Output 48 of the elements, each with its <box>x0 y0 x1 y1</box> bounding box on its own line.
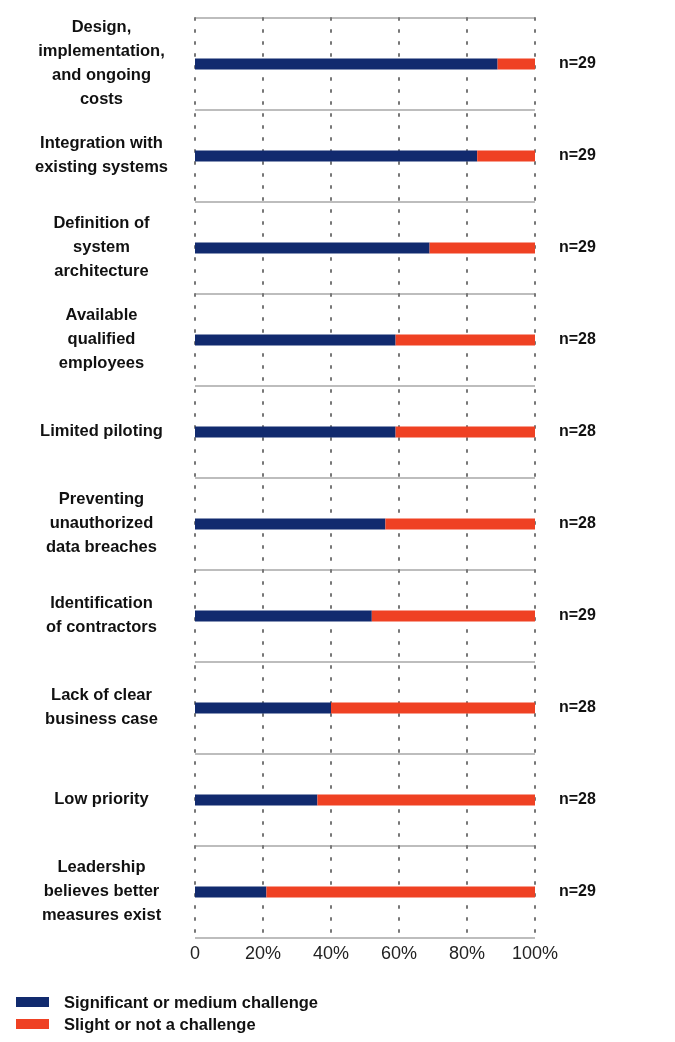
x-tick-label: 0 <box>189 942 201 963</box>
x-tick-label: 100% <box>511 942 559 963</box>
x-tick-label: 20% <box>244 942 282 963</box>
bar <box>195 426 396 438</box>
text: n=28 <box>559 514 597 532</box>
bar <box>195 886 267 898</box>
bar <box>385 518 535 530</box>
bar <box>195 518 386 530</box>
bar <box>477 150 535 162</box>
y-tick-label: Leadership believes better measures exist <box>41 857 162 924</box>
y-tick-label: Integration with existing systems <box>35 133 168 176</box>
y-tick-label: Limited piloting <box>40 421 163 440</box>
bar <box>429 242 535 254</box>
legend-label: Significant or medium challenge <box>64 992 318 1012</box>
legend-label: Slight or not a challenge <box>64 1014 256 1034</box>
y-tick-label: Low priority <box>54 789 150 808</box>
bar <box>195 242 430 254</box>
bar <box>195 610 372 622</box>
bar <box>195 702 331 714</box>
text: n=28 <box>559 330 597 348</box>
x-tick-label: 60% <box>380 942 418 963</box>
text: n=29 <box>559 606 597 624</box>
x-tick-label: 80% <box>448 942 486 963</box>
bar <box>195 150 478 162</box>
bar <box>195 58 498 70</box>
bar <box>395 334 535 346</box>
bar <box>395 426 535 438</box>
text: n=29 <box>559 238 597 256</box>
text: n=28 <box>559 422 597 440</box>
text: n=28 <box>559 698 597 716</box>
bar <box>195 794 318 806</box>
y-tick-label: Lack of clear business case <box>45 685 158 728</box>
text: n=29 <box>559 54 597 72</box>
bar <box>317 794 535 806</box>
text: n=28 <box>559 790 597 808</box>
text: n=29 <box>559 882 597 900</box>
bar <box>195 334 396 346</box>
bar <box>266 886 535 898</box>
bar <box>371 610 535 622</box>
bar <box>331 702 535 714</box>
y-tick-label: Design, implementation, and ongoing costs <box>38 17 165 108</box>
y-tick-label: Preventing unauthorized data breaches <box>46 489 157 556</box>
x-tick-label: 40% <box>312 942 350 963</box>
text: n=29 <box>559 146 597 164</box>
bar <box>497 58 535 70</box>
y-tick-label: Definition of system architecture <box>53 213 151 280</box>
y-tick-label: Available qualified employees <box>58 305 145 372</box>
y-tick-label: Identification of contractors <box>46 593 157 636</box>
